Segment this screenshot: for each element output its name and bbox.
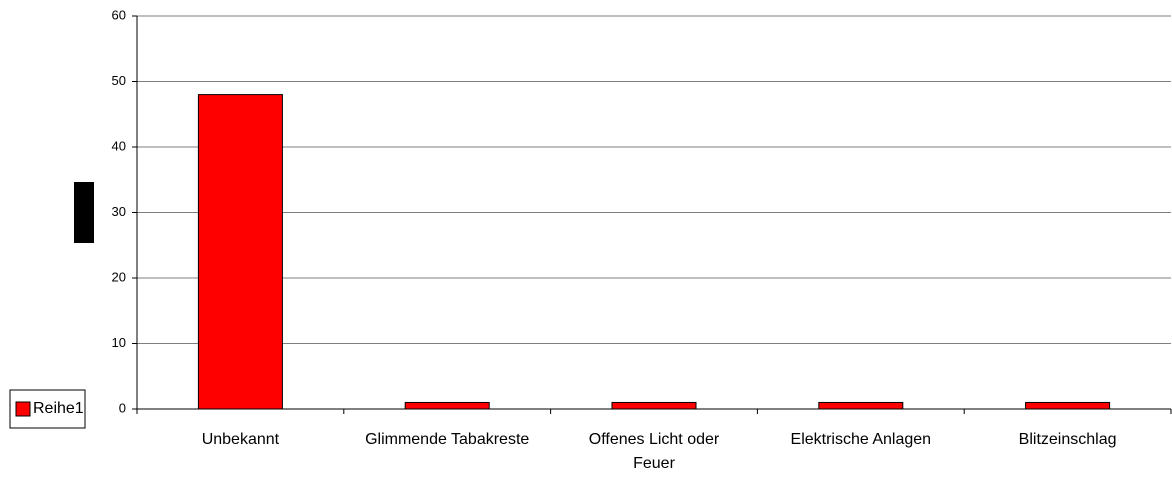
x-tick-label: Blitzeinschlag (1018, 431, 1117, 448)
bar (197, 94, 283, 410)
y-tick-label: 10 (112, 335, 126, 350)
y-tick-label: 20 (112, 269, 126, 284)
y-tick-label: 0 (119, 400, 126, 415)
x-tick-label: Unbekannt (201, 431, 280, 448)
y-tick-label: 30 (112, 204, 126, 219)
legend-swatch (15, 401, 31, 417)
x-tick-label: Offenes Licht oder Feuer (588, 431, 720, 472)
legend-label: Reihe1 (33, 400, 84, 417)
y-tick-label: 40 (112, 138, 126, 153)
bar (818, 401, 904, 410)
bar (611, 401, 697, 410)
x-tick-label: Glimmende Tabakreste (365, 431, 530, 448)
y-tick-label: 50 (112, 73, 126, 88)
bar (404, 401, 490, 410)
x-tick-label: Elektrische Anlagen (790, 431, 932, 448)
bar (1025, 401, 1111, 410)
y-tick-label: 60 (112, 7, 126, 22)
redacted-axis-title (74, 182, 94, 243)
